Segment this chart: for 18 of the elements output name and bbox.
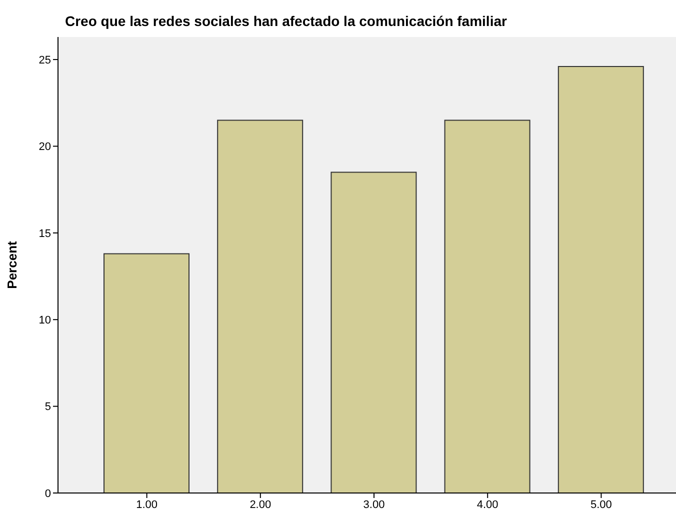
bar (104, 253, 190, 493)
bar (444, 120, 530, 493)
y-tick-label: 10 (38, 314, 51, 327)
bar (558, 66, 644, 493)
y-tick-label: 0 (44, 488, 51, 500)
y-tick-label: 15 (38, 228, 51, 240)
y-axis-title: Percent (4, 240, 20, 289)
chart-title: Creo que las redes sociales han afectado la comunicación familiar (65, 13, 507, 29)
x-tick-label: 2.00 (250, 498, 272, 511)
x-tick-label: 1.00 (136, 498, 158, 511)
x-tick-label: 5.00 (590, 498, 612, 511)
x-tick-label: 4.00 (476, 498, 498, 511)
y-tick-label: 5 (44, 401, 51, 414)
y-tick-label: 20 (38, 141, 51, 154)
y-tick-label: 25 (38, 54, 51, 66)
bar (330, 172, 417, 493)
bar (217, 120, 304, 493)
x-tick-label: 3.00 (363, 498, 385, 511)
